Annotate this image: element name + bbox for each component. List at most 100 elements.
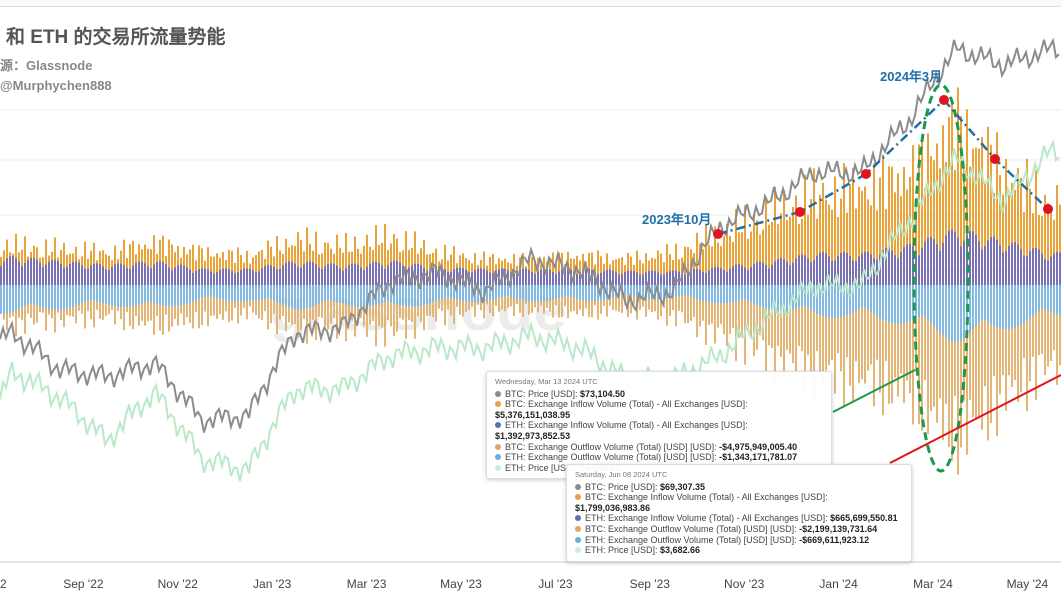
bar-btc-inflow <box>1044 194 1046 285</box>
bar-btc-outflow <box>681 285 683 313</box>
bar-eth-inflow <box>363 270 365 285</box>
bar-eth-outflow <box>558 285 560 298</box>
bar-btc-outflow <box>900 285 902 374</box>
tooltip-label: ETH: Price [USD]: <box>585 545 661 556</box>
bar-btc-inflow <box>813 168 815 285</box>
series-dot-icon <box>575 483 581 490</box>
bar-eth-inflow <box>219 269 221 285</box>
bar-eth-inflow <box>549 269 551 285</box>
bar-btc-outflow <box>963 285 965 401</box>
bar-eth-inflow <box>930 236 932 285</box>
bar-btc-inflow <box>669 254 671 285</box>
bar-eth-inflow <box>744 267 746 285</box>
bar-btc-outflow <box>207 285 209 327</box>
bar-eth-outflow <box>249 285 251 301</box>
bar-btc-inflow <box>381 243 383 285</box>
bar-eth-outflow <box>309 285 311 308</box>
bar-btc-outflow <box>1032 285 1034 357</box>
bar-btc-inflow <box>198 245 200 285</box>
bar-eth-outflow <box>231 285 233 302</box>
bar-eth-outflow <box>894 285 896 324</box>
bar-eth-inflow <box>636 272 638 285</box>
bar-btc-outflow <box>387 285 389 321</box>
bar-eth-outflow <box>333 285 335 302</box>
bar-btc-inflow <box>213 256 215 285</box>
bar-btc-inflow <box>405 231 407 285</box>
bar-eth-outflow <box>465 285 467 302</box>
bar-btc-inflow <box>933 160 935 285</box>
bar-btc-outflow <box>711 285 713 324</box>
bar-eth-outflow <box>444 285 446 298</box>
bar-btc-inflow <box>255 255 257 285</box>
bar-btc-inflow <box>201 248 203 285</box>
bar-btc-outflow <box>447 285 449 310</box>
bar-btc-inflow <box>414 231 416 285</box>
x-axis: 2 Sep '22 Nov '22 Jan '23 Mar '23 May '23 Jul … <box>0 577 1049 591</box>
bar-eth-outflow <box>120 285 122 307</box>
bar-eth-inflow <box>384 268 386 285</box>
bar-eth-inflow <box>96 263 98 285</box>
bar-eth-outflow <box>903 285 905 324</box>
bar-eth-outflow <box>786 285 788 311</box>
bar-eth-inflow <box>900 252 902 285</box>
bar-eth-inflow <box>771 265 773 285</box>
bar-eth-inflow <box>438 266 440 285</box>
bar-eth-outflow <box>579 285 581 300</box>
bar-eth-outflow <box>213 285 215 298</box>
bar-btc-outflow <box>270 285 272 324</box>
bar-eth-outflow <box>357 285 359 307</box>
bar-eth-inflow <box>543 268 545 285</box>
bar-eth-inflow <box>789 265 791 285</box>
bar-btc-outflow <box>744 285 746 365</box>
bar-btc-inflow <box>1002 194 1004 285</box>
bar-eth-inflow <box>519 269 521 285</box>
bar-eth-outflow <box>366 285 368 307</box>
bar-eth-inflow <box>867 251 869 285</box>
bar-eth-inflow <box>645 272 647 285</box>
bar-btc-inflow <box>861 190 863 285</box>
bar-eth-outflow <box>186 285 188 304</box>
bar-btc-outflow <box>921 285 923 431</box>
bar-btc-outflow <box>717 285 719 328</box>
bar-eth-outflow <box>825 285 827 318</box>
bar-eth-inflow <box>102 266 104 285</box>
bar-eth-inflow <box>18 261 20 285</box>
bar-btc-outflow <box>870 285 872 365</box>
bar-btc-inflow <box>846 212 848 285</box>
bar-btc-inflow <box>408 249 410 285</box>
bar-eth-outflow <box>54 285 56 310</box>
bar-eth-inflow <box>66 266 68 285</box>
bar-eth-inflow <box>423 267 425 285</box>
bar-btc-outflow <box>849 285 851 386</box>
bar-btc-outflow <box>756 285 758 350</box>
bar-btc-outflow <box>492 285 494 317</box>
bar-eth-outflow <box>885 285 887 322</box>
bar-eth-inflow <box>78 262 80 285</box>
series-dot-icon <box>495 454 501 461</box>
bar-eth-outflow <box>861 285 863 308</box>
bar-btc-outflow <box>330 285 332 324</box>
bar-eth-inflow <box>873 258 875 285</box>
bar-btc-inflow <box>912 145 914 285</box>
gridlines <box>0 109 1061 563</box>
bar-eth-inflow <box>714 267 716 285</box>
marker-dot <box>1043 204 1053 214</box>
bar-eth-outflow <box>1014 285 1016 328</box>
bar-btc-inflow <box>375 224 377 285</box>
bar-eth-inflow <box>333 263 335 285</box>
bar-eth-inflow <box>456 267 458 285</box>
bar-eth-outflow <box>198 285 200 300</box>
bar-btc-inflow <box>777 224 779 285</box>
bar-eth-inflow <box>42 266 44 285</box>
bar-btc-inflow <box>831 209 833 285</box>
x-tick-label: Sep '23 <box>630 577 671 591</box>
bar-btc-outflow <box>909 285 911 394</box>
bar-btc-inflow <box>129 244 131 285</box>
bar-btc-outflow <box>1044 285 1046 376</box>
bar-eth-inflow <box>981 249 983 285</box>
bar-btc-outflow <box>825 285 827 371</box>
bar-btc-inflow <box>483 251 485 285</box>
tooltip-row: BTC: Price [USD]: $69,307.35 <box>575 482 903 493</box>
bar-eth-inflow <box>483 268 485 285</box>
bar-btc-inflow <box>930 156 932 285</box>
